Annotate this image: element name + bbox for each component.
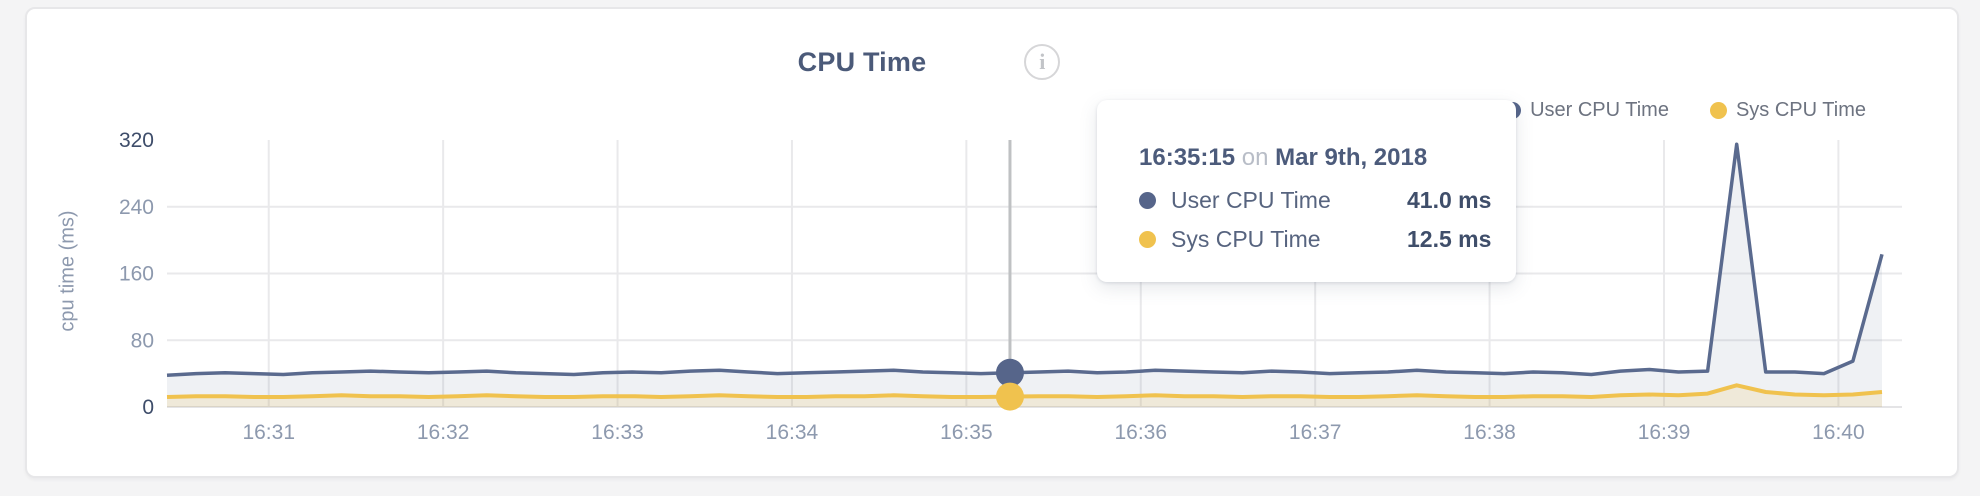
sys-series-dot-icon [1709, 101, 1727, 119]
hover-marker-user [995, 358, 1024, 387]
legend-label: Sys CPU Time [1735, 98, 1866, 121]
tooltip-series-value: 12.5 ms [1407, 225, 1492, 252]
chart-header: CPU Time i [27, 42, 1831, 82]
tooltip-connector: on [1241, 144, 1269, 171]
cpu-time-chart-card: CPU Time i User CPU Time Sys CPU Time cp… [25, 7, 1959, 478]
legend-item-sys-cpu-time[interactable]: Sys CPU Time [1709, 98, 1866, 122]
tooltip-series-label: Sys CPU Time [1171, 225, 1321, 252]
y-tick-label: 320 [119, 129, 154, 152]
hover-marker-sys [995, 382, 1024, 411]
x-tick-label: 16:31 [242, 421, 295, 444]
x-tick-label: 16:40 [1812, 421, 1865, 444]
sys-series-dot-icon [1139, 230, 1156, 248]
tooltip-row-sys: Sys CPU Time 12.5 ms [1139, 225, 1496, 253]
chart-title: CPU Time [797, 46, 927, 77]
user-series-dot-icon [1139, 191, 1156, 209]
x-tick-label: 16:33 [591, 421, 644, 444]
x-tick-label: 16:35 [940, 421, 993, 444]
y-tick-label: 80 [131, 329, 154, 352]
user-cpu-line [166, 142, 1884, 378]
y-tick-label: 240 [119, 196, 154, 219]
tooltip-date: Mar 9th, 2018 [1275, 144, 1428, 171]
y-tick-label: 160 [119, 263, 154, 286]
legend-item-user-cpu-time[interactable]: User CPU Time [1504, 99, 1669, 122]
tooltip-series-value: 41.0 ms [1407, 186, 1492, 213]
user-cpu-area [167, 144, 1882, 407]
legend-label: User CPU Time [1530, 98, 1669, 121]
sys-cpu-area [167, 385, 1882, 407]
x-tick-label: 16:37 [1289, 421, 1342, 444]
x-tick-label: 16:39 [1638, 421, 1691, 444]
x-tick-label: 16:32 [417, 421, 470, 444]
tooltip-timestamp: 16:35:15 on Mar 9th, 2018 [1139, 144, 1427, 172]
x-tick-label: 16:34 [766, 421, 819, 444]
x-tick-label: 16:38 [1463, 421, 1516, 444]
cpu-time-plot-area[interactable]: 16:31 16:32 16:33 16:34 16:35 16:36 16:37 16:38… [27, 9, 1961, 480]
chart-tooltip: 16:35:15 on Mar 9th, 2018 User CPU Time … [1097, 100, 1516, 282]
y-tick-label: 0 [142, 396, 154, 419]
tooltip-row-user: User CPU Time 41.0 ms [1139, 186, 1496, 214]
legend: User CPU Time Sys CPU Time [1504, 98, 1866, 122]
tooltip-time: 16:35:15 [1139, 144, 1236, 171]
info-icon[interactable]: i [1024, 44, 1061, 80]
sys-cpu-line [166, 383, 1883, 399]
tooltip-series-label: User CPU Time [1171, 186, 1331, 213]
x-tick-label: 16:36 [1114, 421, 1167, 444]
